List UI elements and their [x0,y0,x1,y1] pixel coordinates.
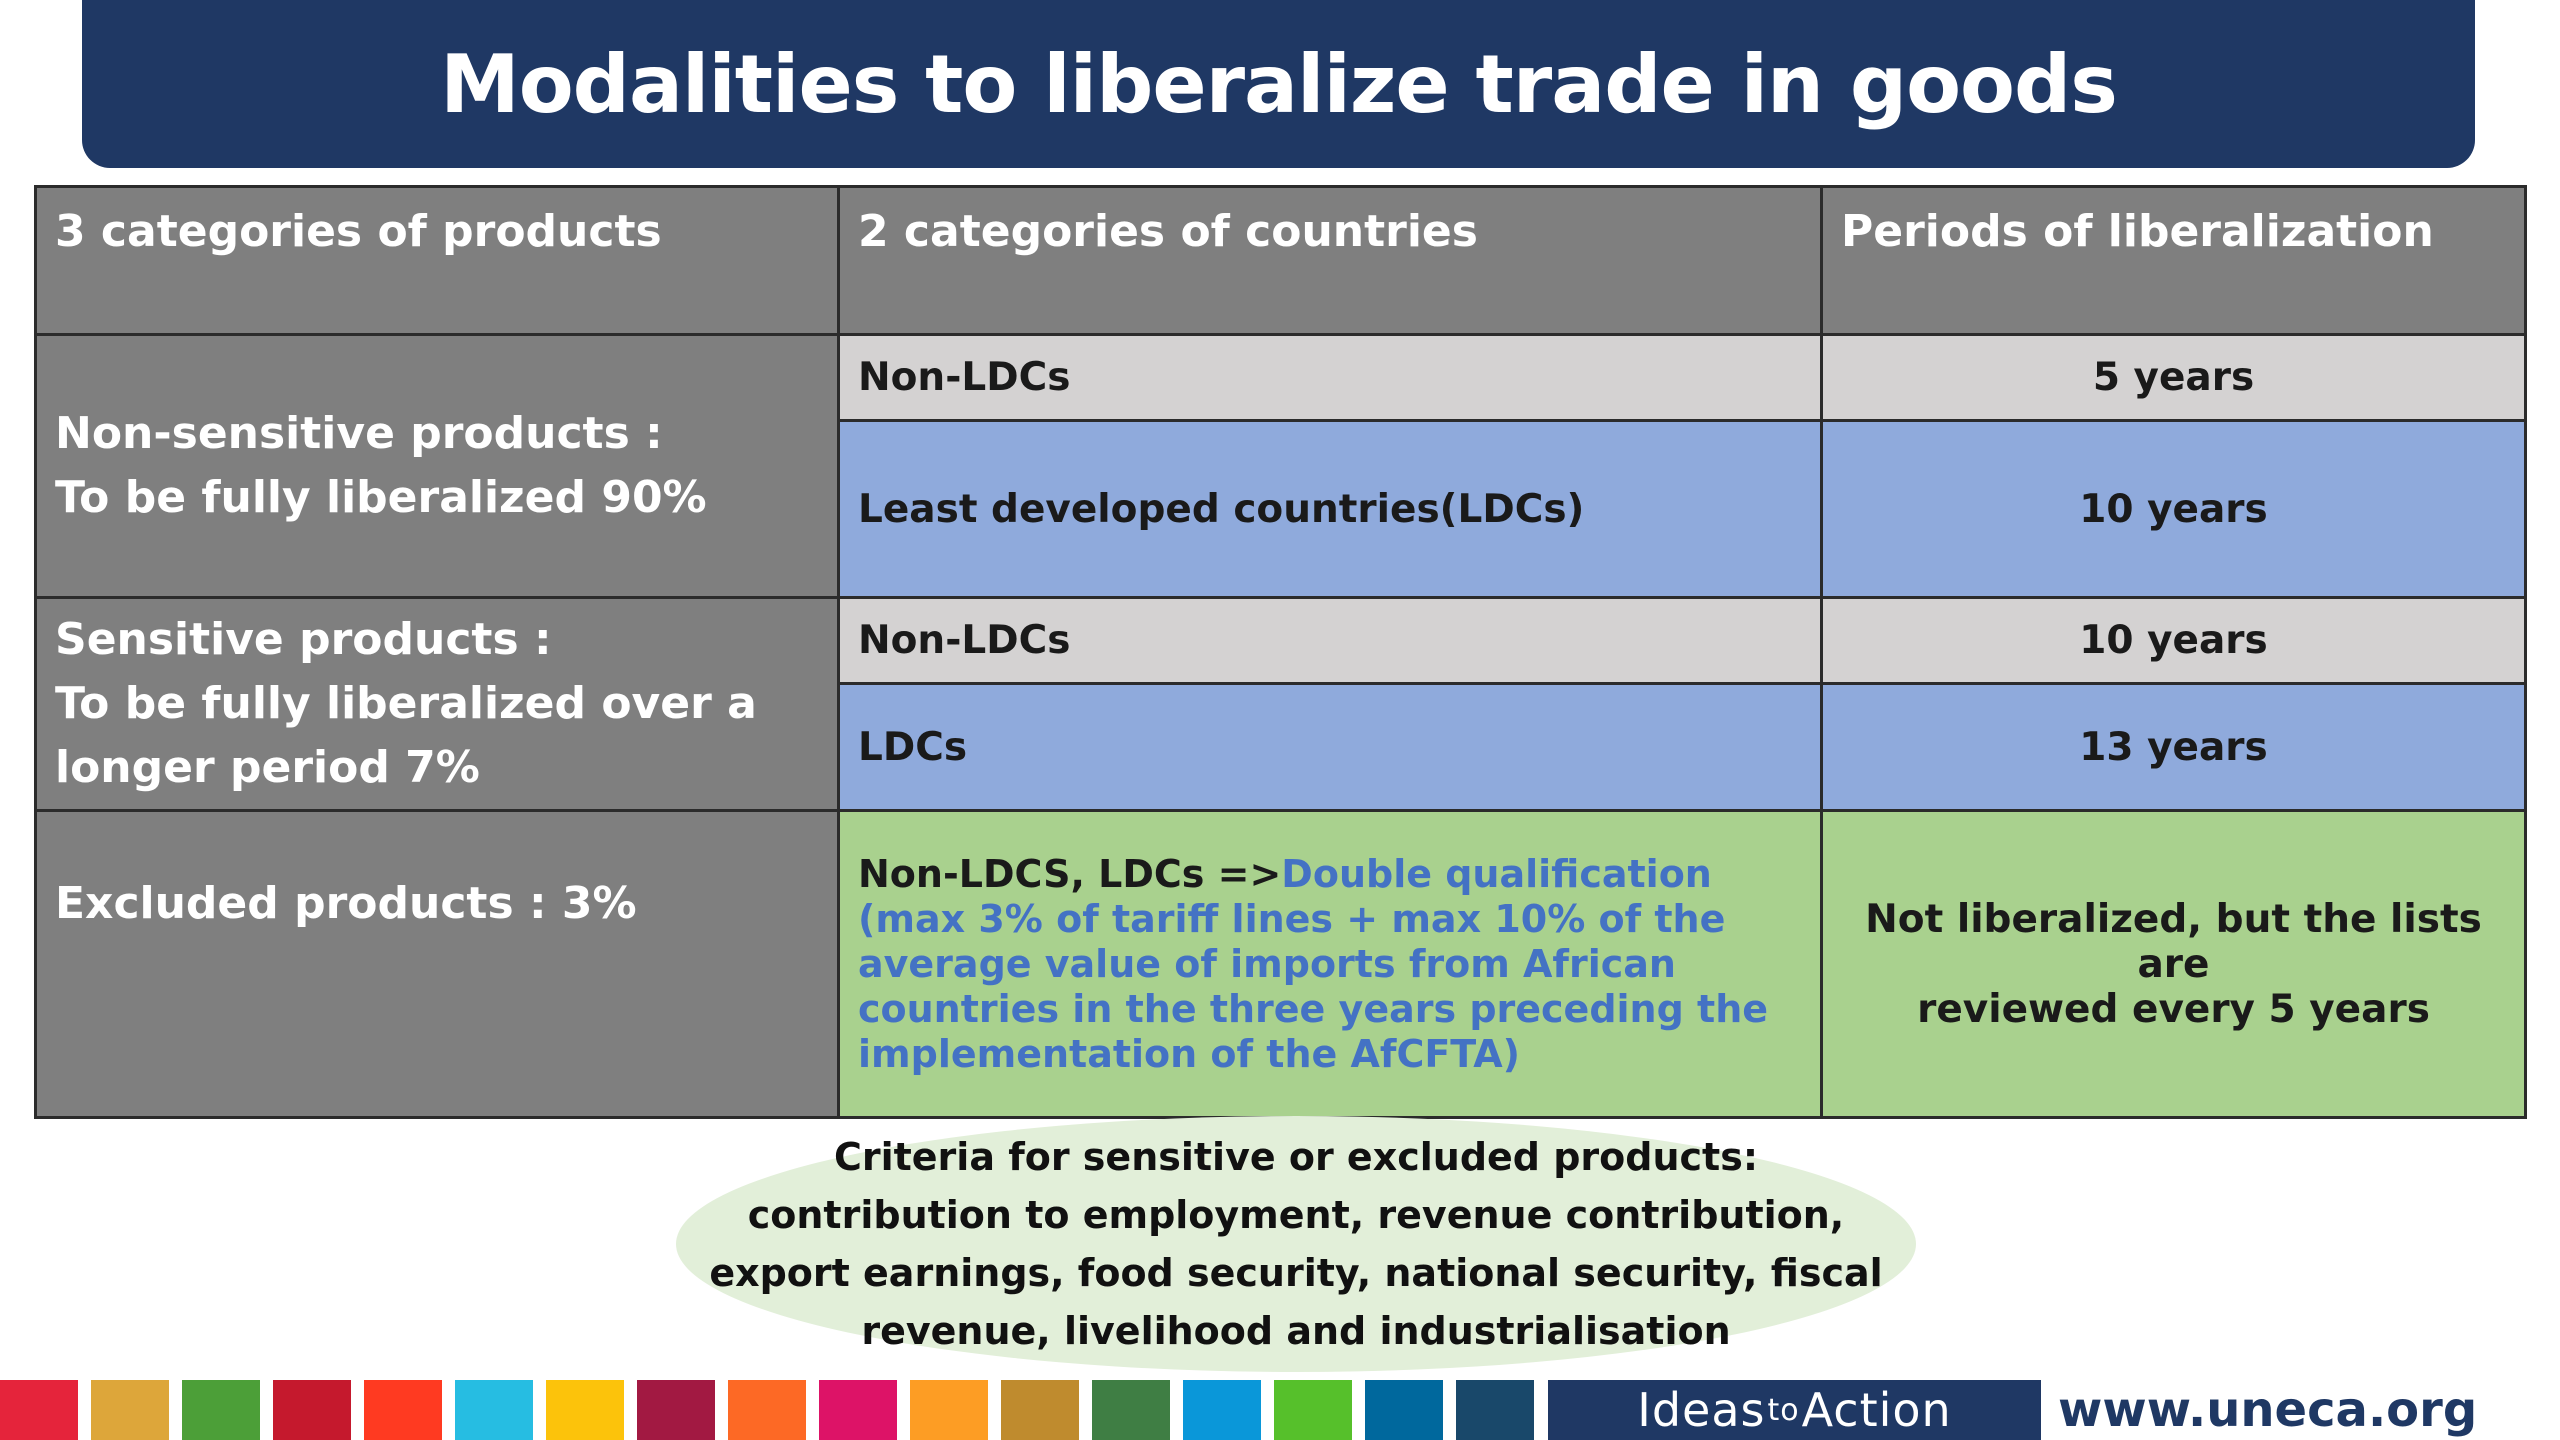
non-sensitive-label-line2: To be fully liberalized 90% [55,472,707,523]
qualification-line3: average value of imports from African [858,941,1676,986]
sensitive-products-cell: Sensitive products : To be fully liberal… [34,596,840,812]
sdg-color-block [91,1380,169,1440]
header-products: 3 categories of products [34,185,840,336]
title-bar: Modalities to liberalize trade in goods [82,0,2475,168]
criteria-callout: Criteria for sensitive or excluded produ… [676,1116,1916,1372]
non-sensitive-products-cell: Non-sensitive products : To be fully lib… [34,333,840,599]
sensitive-label-line1: Sensitive products : [55,614,552,665]
qualification-prefix: Non-LDCS, LDCs => [858,851,1282,896]
sdg-color-block [1092,1380,1170,1440]
country-cell: Non-LDCs [837,333,1823,422]
period-cell: 10 years [1820,596,2527,685]
excluded-products-cell: Excluded products : 3% [34,809,840,1119]
criteria-line2: contribution to employment, revenue cont… [747,1193,1845,1237]
sensitive-label-line2: To be fully liberalized over a [55,678,757,729]
sdg-color-block [819,1380,897,1440]
footer: Ideas to Action www.uneca.org [0,1380,2560,1440]
ideas-to-action-logo: Ideas to Action [1548,1380,2041,1440]
website-url: www.uneca.org [2058,1382,2478,1438]
table-row: Non-sensitive products : To be fully lib… [34,333,2527,599]
qualification-highlight: Double qualification [1281,851,1712,896]
qualification-line4: countries in the three years preceding t… [858,986,1769,1031]
sdg-color-block [182,1380,260,1440]
header-periods: Periods of liberalization [1820,185,2527,336]
sdg-color-block [0,1380,78,1440]
modalities-table: 3 categories of products 2 categories of… [34,185,2527,1119]
criteria-line4: revenue, livelihood and industrialisatio… [861,1309,1731,1353]
excluded-period-line1: Not liberalized, but the lists are [1865,896,2482,987]
criteria-line1: Criteria for sensitive or excluded produ… [833,1135,1759,1179]
sdg-color-block [273,1380,351,1440]
period-cell: 13 years [1820,682,2527,812]
table-row: Sensitive products : To be fully liberal… [34,596,2527,812]
excluded-period-line2: reviewed every 5 years [1917,986,2430,1032]
slide-title: Modalities to liberalize trade in goods [440,37,2118,131]
logo-word-action: Action [1801,1383,1952,1437]
qualification-cell: Non-LDCS, LDCs =>Double qualification (m… [837,809,1823,1119]
period-cell: 10 years [1820,419,2527,599]
logo-word-ideas: Ideas [1637,1383,1766,1437]
sdg-color-block [910,1380,988,1440]
non-sensitive-label-line1: Non-sensitive products : [55,408,663,459]
table-row: LDCs 13 years [36,682,2527,812]
header-countries: 2 categories of countries [837,185,1823,336]
sdg-color-block [455,1380,533,1440]
excluded-period-cell: Not liberalized, but the lists are revie… [1820,809,2527,1119]
sdg-color-block [637,1380,715,1440]
criteria-line3: export earnings, food security, national… [709,1251,1883,1295]
sdg-color-block [1274,1380,1352,1440]
sdg-color-block [1365,1380,1443,1440]
sdg-color-block [728,1380,806,1440]
sdg-color-block [546,1380,624,1440]
table-row: Least developed countries(LDCs) 10 years [36,419,2527,599]
logo-word-to: to [1767,1392,1800,1428]
sdg-color-block [1183,1380,1261,1440]
table-row: Excluded products : 3% Non-LDCS, LDCs =>… [34,809,2527,1119]
qualification-line2: (max 3% of tariff lines + max 10% of the [858,896,1726,941]
qualification-line1: Non-LDCS, LDCs =>Double qualification [858,852,1802,897]
sensitive-label-line3: longer period 7% [55,742,480,793]
qualification-line5: implementation of the AfCFTA) [858,1031,1521,1076]
country-cell: Least developed countries(LDCs) [837,419,1823,599]
sdg-color-strip [0,1380,1547,1440]
sdg-color-block [1456,1380,1534,1440]
country-cell: Non-LDCs [837,596,1823,685]
sdg-color-block [1001,1380,1079,1440]
country-cell: LDCs [837,682,1823,812]
period-cell: 5 years [1820,333,2527,422]
table-header-row: 3 categories of products 2 categories of… [34,185,2527,336]
sdg-color-block [364,1380,442,1440]
